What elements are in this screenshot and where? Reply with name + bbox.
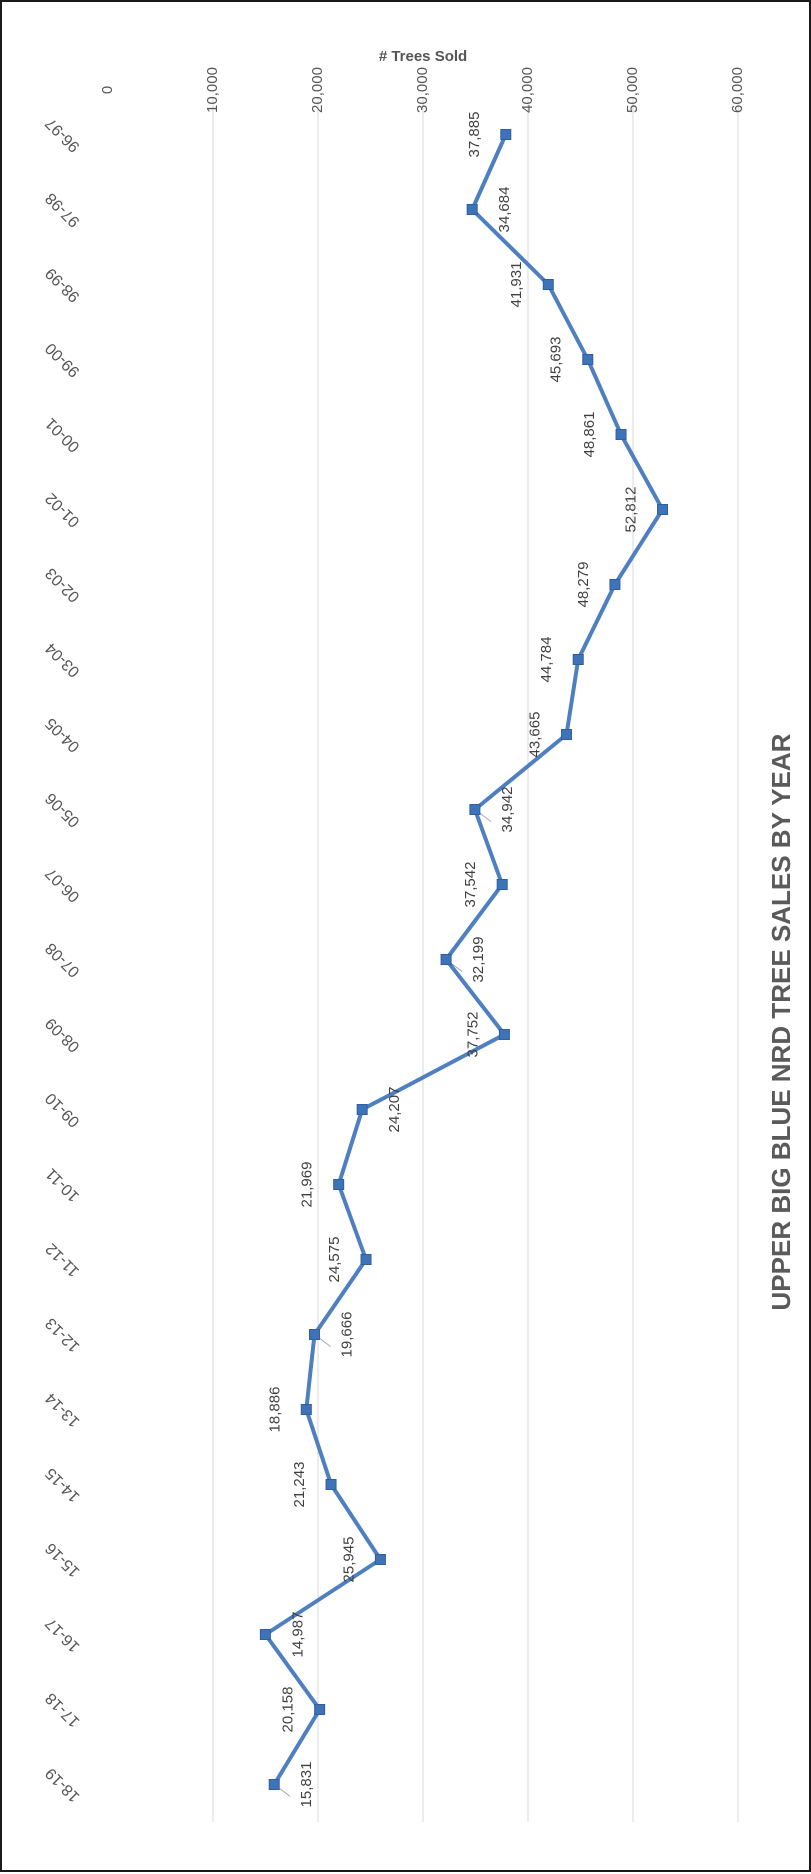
data-label: 21,969 (299, 1162, 316, 1208)
y-tick-label: 40,000 (519, 67, 536, 113)
data-point-marker (497, 880, 507, 890)
x-tick-label: 99-00 (42, 339, 83, 380)
x-tick-label: 12-13 (42, 1314, 83, 1355)
data-point-marker (658, 505, 668, 515)
y-tick-label: 60,000 (729, 67, 746, 113)
data-label: 24,575 (326, 1237, 343, 1283)
data-label: 34,942 (499, 787, 516, 833)
x-tick-label: 06-07 (42, 864, 83, 905)
data-label: 25,945 (340, 1537, 357, 1583)
data-point-marker (301, 1405, 311, 1415)
x-tick-label: 01-02 (42, 489, 83, 530)
data-label: 41,931 (508, 262, 525, 308)
label-leader-line (278, 1788, 290, 1797)
data-label: 44,784 (538, 637, 555, 683)
data-label: 37,885 (466, 112, 483, 158)
x-tick-label: 96-97 (42, 114, 83, 155)
data-point-marker (260, 1630, 270, 1640)
series-markers (260, 130, 667, 1790)
data-point-marker (499, 1030, 509, 1040)
x-tick-label: 09-10 (42, 1089, 83, 1130)
x-tick-label: 07-08 (42, 939, 83, 980)
data-point-marker (326, 1480, 336, 1490)
data-point-marker (309, 1330, 319, 1340)
data-point-marker (441, 955, 451, 965)
label-leader-lines (278, 813, 491, 1797)
x-tick-label: 11-12 (43, 1240, 83, 1280)
y-tick-label: 10,000 (204, 67, 221, 113)
y-tick-label: 50,000 (624, 67, 641, 113)
data-point-marker (467, 205, 477, 215)
data-label: 37,542 (462, 862, 479, 908)
data-point-marker (583, 355, 593, 365)
x-tick-label: 97-98 (42, 189, 83, 230)
data-label: 48,861 (581, 412, 598, 458)
data-label: 18,886 (266, 1387, 283, 1433)
data-label: 52,812 (622, 487, 639, 533)
data-label: 24,207 (386, 1087, 403, 1133)
y-axis-ticks: 0 10,000 20,000 30,000 40,000 50,000 60,000 (99, 67, 746, 113)
y-tick-label: 20,000 (309, 67, 326, 113)
x-axis-ticks: 96-97 97-98 98-99 99-00 00-01 01-02 02-03 03-04… (42, 114, 83, 1805)
label-leader-line (318, 1338, 330, 1347)
data-point-marker (470, 805, 480, 815)
data-point-marker (543, 280, 553, 290)
data-label: 15,831 (298, 1762, 315, 1808)
data-point-marker (334, 1180, 344, 1190)
data-label: 20,158 (280, 1687, 297, 1733)
data-point-marker (616, 430, 626, 440)
data-point-marker (357, 1105, 367, 1115)
x-tick-label: 14-15 (42, 1464, 83, 1505)
data-point-marker (315, 1705, 325, 1715)
x-tick-label: 04-05 (42, 714, 83, 755)
data-point-marker (269, 1780, 279, 1790)
x-tick-label: 15-16 (42, 1539, 83, 1580)
chart-title: UPPER BIG BLUE NRD TREE SALES BY YEAR (766, 733, 796, 1310)
x-tick-label: 16-17 (42, 1614, 83, 1655)
data-label: 21,243 (291, 1462, 308, 1508)
data-label: 43,665 (526, 712, 543, 758)
x-tick-label: 98-99 (42, 264, 83, 305)
data-point-marker (375, 1555, 385, 1565)
series-line (265, 135, 662, 1785)
x-tick-label: 17-18 (42, 1689, 83, 1730)
data-label: 37,752 (464, 1012, 481, 1058)
data-point-marker (361, 1255, 371, 1265)
data-label: 34,684 (496, 187, 513, 233)
data-label: 45,693 (548, 337, 565, 383)
x-tick-label: 03-04 (42, 639, 83, 680)
x-tick-label: 05-06 (42, 789, 83, 830)
data-label: 19,666 (338, 1312, 355, 1358)
x-tick-label: 13-14 (42, 1389, 83, 1430)
x-tick-label: 02-03 (42, 564, 83, 605)
y-tick-label: 30,000 (414, 67, 431, 113)
y-tick-label: 0 (99, 86, 116, 94)
data-label: 14,987 (289, 1612, 306, 1658)
data-labels: 37,885 34,684 41,931 45,693 48,861 52,812 48,2… (266, 112, 639, 1808)
x-tick-label: 18-19 (42, 1764, 83, 1805)
data-label: 32,199 (470, 937, 487, 983)
data-point-marker (501, 130, 511, 140)
data-label: 48,279 (575, 562, 592, 608)
y-axis-label: # Trees Sold (379, 48, 467, 65)
x-tick-label: 00-01 (42, 414, 83, 455)
x-tick-label: 08-09 (42, 1014, 83, 1055)
data-point-marker (573, 655, 583, 665)
data-point-marker (561, 730, 571, 740)
data-point-marker (610, 580, 620, 590)
x-tick-label: 10-11 (43, 1165, 83, 1205)
